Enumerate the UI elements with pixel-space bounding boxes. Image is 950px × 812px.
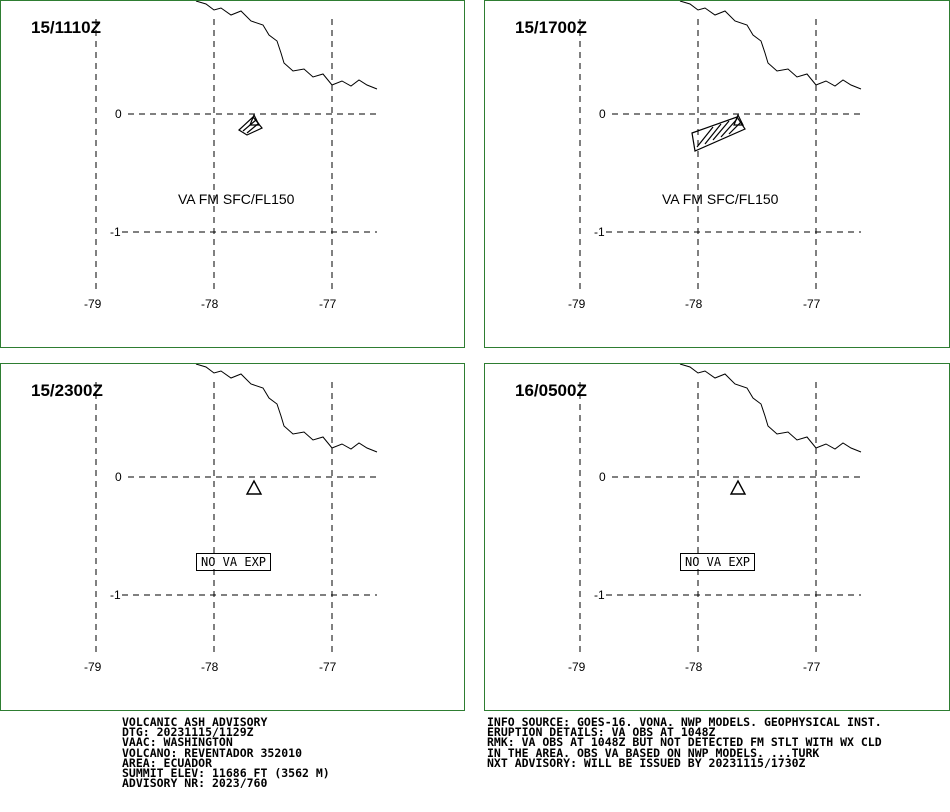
- coastline: [679, 1, 862, 90]
- lon-label-78: -78: [201, 660, 219, 674]
- no-va-exp-label: NO VA EXP: [680, 553, 756, 571]
- coastline: [195, 1, 378, 90]
- lon-label-77: -77: [319, 297, 337, 311]
- advisory-line: VAAC: WASHINGTON: [122, 735, 233, 750]
- ash-polygon: [691, 116, 746, 152]
- coastline: [195, 364, 378, 453]
- lat-label-0: 0: [599, 107, 606, 121]
- lat-label-minus1: -1: [594, 225, 605, 239]
- advisory-line: AREA: ECUADOR: [122, 755, 213, 770]
- map-canvas-3: [95, 364, 378, 656]
- map-panel-4: 16/0500Z 0 -1 -79 -78 -77 NO VA EXP: [484, 363, 950, 711]
- lon-label-79: -79: [84, 660, 102, 674]
- advisory-line: SUMMIT ELEV: 11686 FT (3562 M): [122, 766, 330, 781]
- advisory-line: RMK: VA OBS AT 1048Z BUT NOT DETECTED FM…: [487, 735, 882, 750]
- advisory-line: NXT ADVISORY: WILL BE ISSUED BY 20231115…: [487, 755, 806, 770]
- map-canvas-2: [579, 1, 862, 293]
- lon-label-79: -79: [84, 297, 102, 311]
- advisory-line: ADVISORY NR: 2023/760: [122, 776, 268, 791]
- valid-time: 15/1700Z: [515, 18, 587, 37]
- advisory-header-block: VOLCANIC ASH ADVISORY DTG: 20231115/1129…: [122, 715, 330, 791]
- ash-level-label: VA FM SFC/FL150: [178, 191, 295, 207]
- ash-level-label: VA FM SFC/FL150: [662, 191, 779, 207]
- lat-label-minus1: -1: [110, 225, 121, 239]
- lat-label-0: 0: [115, 107, 122, 121]
- advisory-line: INFO SOURCE: GOES-16. VONA. NWP MODELS. …: [487, 715, 882, 729]
- lon-label-77: -77: [803, 297, 821, 311]
- lon-label-79: -79: [568, 297, 586, 311]
- lat-label-0: 0: [599, 470, 606, 484]
- advisory-line: VOLCANIC ASH ADVISORY: [122, 715, 268, 729]
- volcano-triangle-icon: [245, 479, 263, 495]
- lat-label-0: 0: [115, 470, 122, 484]
- map-panel-2: 15/1700Z 0 -1 -79 -78 -77 VA FM SFC/FL15…: [484, 0, 950, 348]
- ash-polygon: [238, 116, 263, 136]
- lon-label-79: -79: [568, 660, 586, 674]
- lon-label-77: -77: [803, 660, 821, 674]
- valid-time: 15/2300Z: [31, 381, 103, 400]
- lon-label-78: -78: [685, 660, 703, 674]
- advisory-remarks-block: INFO SOURCE: GOES-16. VONA. NWP MODELS. …: [487, 715, 882, 770]
- volcano-triangle-icon: [733, 113, 744, 126]
- lon-label-78: -78: [201, 297, 219, 311]
- advisory-line: VOLCANO: REVENTADOR 352010: [122, 745, 303, 760]
- no-va-exp-label: NO VA EXP: [196, 553, 272, 571]
- lat-label-minus1: -1: [594, 588, 605, 602]
- map-canvas-4: [579, 364, 862, 656]
- map-panel-3: 15/2300Z 0 -1 -79 -78 -77 NO VA EXP: [0, 363, 465, 711]
- coastline: [679, 364, 862, 453]
- valid-time: 16/0500Z: [515, 381, 587, 400]
- advisory-line: DTG: 20231115/1129Z: [122, 725, 254, 740]
- volcano-triangle-icon: [729, 479, 747, 495]
- volcano-triangle-icon: [249, 113, 260, 126]
- lon-label-78: -78: [685, 297, 703, 311]
- map-canvas-1: [95, 1, 378, 293]
- advisory-line: ERUPTION DETAILS: VA OBS AT 1048Z: [487, 725, 716, 740]
- advisory-line: IN THE AREA. OBS VA BASED ON NWP MODELS.…: [487, 745, 820, 760]
- lon-label-77: -77: [319, 660, 337, 674]
- map-panel-1: 15/1110Z 0 -1 -79 -78 -77 VA FM SFC/FL15…: [0, 0, 465, 348]
- valid-time: 15/1110Z: [31, 18, 101, 37]
- lat-label-minus1: -1: [110, 588, 121, 602]
